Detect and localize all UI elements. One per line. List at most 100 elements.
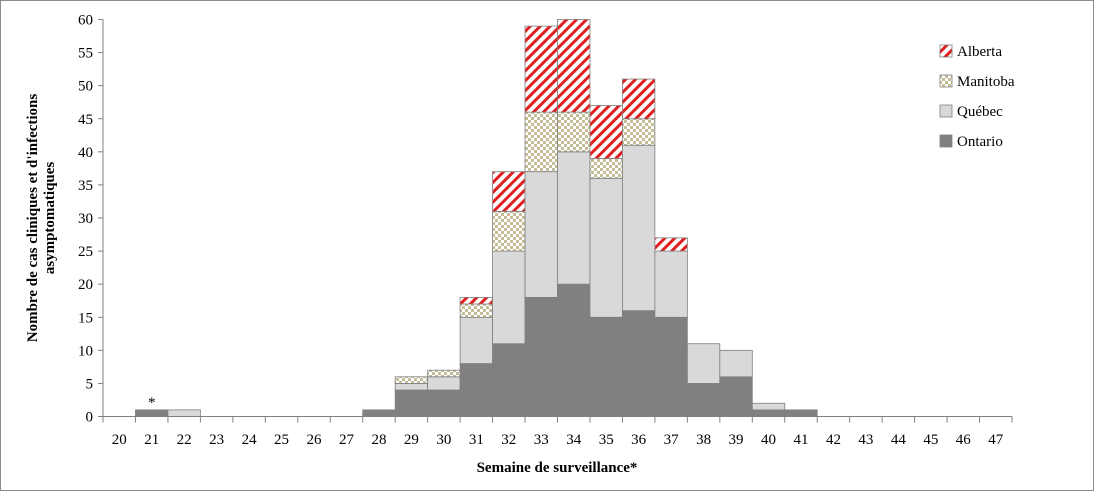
- y-tick-label: 45: [78, 112, 93, 128]
- bar-manitoba-week-31: [459, 303, 493, 318]
- y-tick-label: 5: [86, 376, 94, 392]
- bar-alberta-week-34: [557, 19, 591, 113]
- legend-swatch: [939, 44, 953, 58]
- legend: Alberta Manitoba Québec Ontario: [939, 44, 1015, 150]
- legend-swatch: [939, 104, 953, 118]
- y-tick-label: 60: [78, 13, 93, 29]
- legend-label: Ontario: [957, 134, 1003, 150]
- bar-quebec-week-34: [557, 151, 591, 285]
- bar-quebec-week-37: [654, 250, 688, 318]
- y-tick-label: 50: [78, 79, 93, 95]
- x-tick-label: 27: [339, 432, 355, 448]
- bar-quebec-week-35: [589, 177, 623, 318]
- x-tick-label: 40: [761, 432, 776, 448]
- x-tick-label: 21: [144, 432, 159, 448]
- x-tick-label: 26: [307, 432, 323, 448]
- bar-ontario-week-35: [589, 316, 623, 417]
- bar-quebec-week-22: [167, 409, 201, 417]
- x-tick-label: 20: [112, 432, 127, 448]
- bar-quebec-week-30: [427, 376, 461, 391]
- bar-ontario-week-31: [459, 363, 493, 417]
- legend-label: Alberta: [957, 44, 1002, 60]
- bar-quebec-week-38: [686, 343, 721, 384]
- x-axis-ticks: 20 21 22 23 24 25 26 27 28 29 30 31 32 33 34 35 36 37 38 39…: [102, 416, 1013, 448]
- annotation-group: *: [148, 395, 156, 411]
- bar-quebec-week-36: [622, 144, 656, 312]
- x-tick-label: 24: [242, 432, 258, 448]
- bar-quebec-week-29: [394, 383, 429, 391]
- bar-manitoba-week-29: [394, 376, 429, 384]
- y-tick-label: 10: [78, 343, 93, 359]
- bar-ontario-week-37: [654, 316, 688, 417]
- bar-quebec-week-40: [751, 402, 786, 411]
- y-tick-label: 20: [78, 277, 93, 293]
- bar-manitoba-week-35: [589, 158, 623, 179]
- bar-ontario-week-30: [427, 389, 461, 417]
- legend-item-quebec: Québec: [939, 104, 1003, 120]
- bar-manitoba-week-32: [492, 210, 526, 252]
- x-tick-label: 46: [956, 432, 972, 448]
- bar-ontario-week-41: [784, 409, 818, 417]
- x-tick-label: 44: [891, 432, 907, 448]
- bar-quebec-week-31: [459, 316, 493, 364]
- x-tick-label: 47: [988, 432, 1004, 448]
- bar-ontario-week-36: [622, 310, 656, 417]
- y-tick-label: 15: [78, 310, 93, 326]
- bar-manitoba-week-34: [557, 111, 591, 153]
- y-tick-label: 0: [86, 410, 94, 426]
- y-axis-title-line: Nombre de cas cliniques et d'infections: [25, 94, 41, 343]
- bar-series-group: [135, 19, 818, 417]
- x-tick-label: 29: [404, 432, 419, 448]
- legend-item-manitoba: Manitoba: [939, 74, 1015, 90]
- bar-alberta-week-33: [524, 25, 558, 113]
- y-tick-label: 25: [78, 244, 93, 260]
- bar-ontario-week-32: [492, 343, 526, 417]
- bar-ontario-week-38: [686, 383, 721, 417]
- x-tick-label: 33: [534, 432, 549, 448]
- y-tick-label: 40: [78, 145, 93, 161]
- x-tick-label: 28: [371, 432, 386, 448]
- bar-manitoba-week-30: [427, 369, 461, 378]
- bar-quebec-week-33: [524, 171, 558, 298]
- x-tick-label: 30: [436, 432, 451, 448]
- bar-manitoba-week-33: [524, 111, 558, 173]
- y-tick-label: 35: [78, 178, 93, 194]
- bar-ontario-week-28: [362, 409, 396, 417]
- x-tick-label: 41: [793, 432, 808, 448]
- legend-label: Québec: [957, 104, 1003, 120]
- bar-manitoba-week-36: [622, 118, 656, 146]
- bar-ontario-week-34: [557, 283, 591, 417]
- y-axis-title-line: asymptomatiques: [42, 162, 58, 275]
- x-tick-label: 38: [696, 432, 711, 448]
- bar-alberta-week-36: [622, 78, 656, 120]
- bar-alberta-week-37: [654, 237, 688, 252]
- y-axis-ticks: 0 5 10 15 20 25 30 35 40 45 50 55 60: [78, 13, 103, 426]
- legend-swatch: [939, 134, 953, 148]
- y-axis-title: Nombre de cas cliniques et d'infectionsa…: [25, 94, 58, 343]
- x-tick-label: 25: [274, 432, 289, 448]
- legend-swatch: [939, 74, 953, 88]
- y-tick-label: 30: [78, 211, 93, 227]
- bar-ontario-week-33: [524, 296, 558, 417]
- x-tick-label: 39: [729, 432, 744, 448]
- x-tick-label: 34: [566, 432, 582, 448]
- bar-ontario-week-39: [719, 376, 753, 417]
- bar-ontario-week-40: [751, 409, 786, 417]
- x-tick-label: 31: [469, 432, 484, 448]
- x-tick-label: 43: [858, 432, 873, 448]
- x-tick-label: 45: [923, 432, 938, 448]
- x-tick-label: 22: [177, 432, 192, 448]
- x-tick-label: 37: [664, 432, 680, 448]
- bar-quebec-week-39: [719, 349, 753, 378]
- bar-alberta-week-31: [459, 296, 493, 305]
- bar-quebec-week-32: [492, 250, 526, 345]
- x-tick-label: 35: [599, 432, 614, 448]
- legend-item-alberta: Alberta: [939, 44, 1002, 60]
- annotation-asterisk: *: [148, 395, 156, 411]
- bar-alberta-week-32: [492, 171, 526, 212]
- x-tick-label: 23: [209, 432, 224, 448]
- bar-ontario-week-29: [394, 389, 429, 417]
- x-axis-title: Semaine de surveillance*: [477, 460, 638, 476]
